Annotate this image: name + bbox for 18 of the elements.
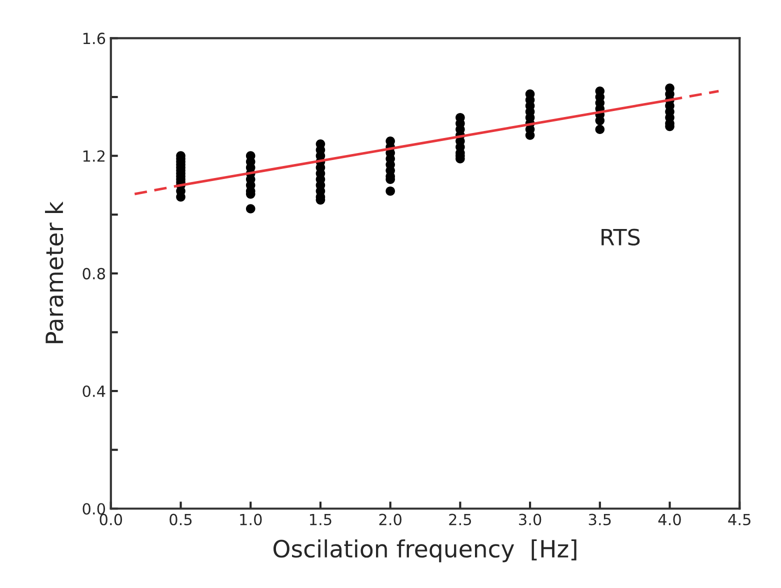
x-tick-label: 0.0: [100, 514, 122, 526]
y-tick-label: 1.6: [83, 32, 106, 44]
y-tick-label: 0.8: [82, 268, 105, 280]
x-tick-label: 0.5: [170, 514, 192, 526]
x-axis-title: Oscilation frequency [Hz]: [273, 539, 576, 562]
x-tick-label: 1.5: [310, 514, 332, 526]
x-tick-label: 2.5: [449, 514, 471, 526]
x-tick-label: 3.5: [588, 514, 611, 526]
x-tick-label: 1.0: [240, 514, 262, 526]
annotation: RTS: [602, 228, 640, 246]
x-tick-label: 3.0: [519, 514, 542, 526]
x-tick-label: 4.0: [658, 514, 681, 526]
y-axis-title: Parameter k: [45, 201, 64, 344]
x-tick-label: 2.0: [379, 514, 402, 526]
y-tick-label: 0.4: [82, 385, 106, 398]
y-tick-label: 0.0: [82, 503, 106, 515]
y-tick-label: 1.2: [83, 150, 105, 162]
x-tick-label: 4.5: [728, 514, 750, 526]
